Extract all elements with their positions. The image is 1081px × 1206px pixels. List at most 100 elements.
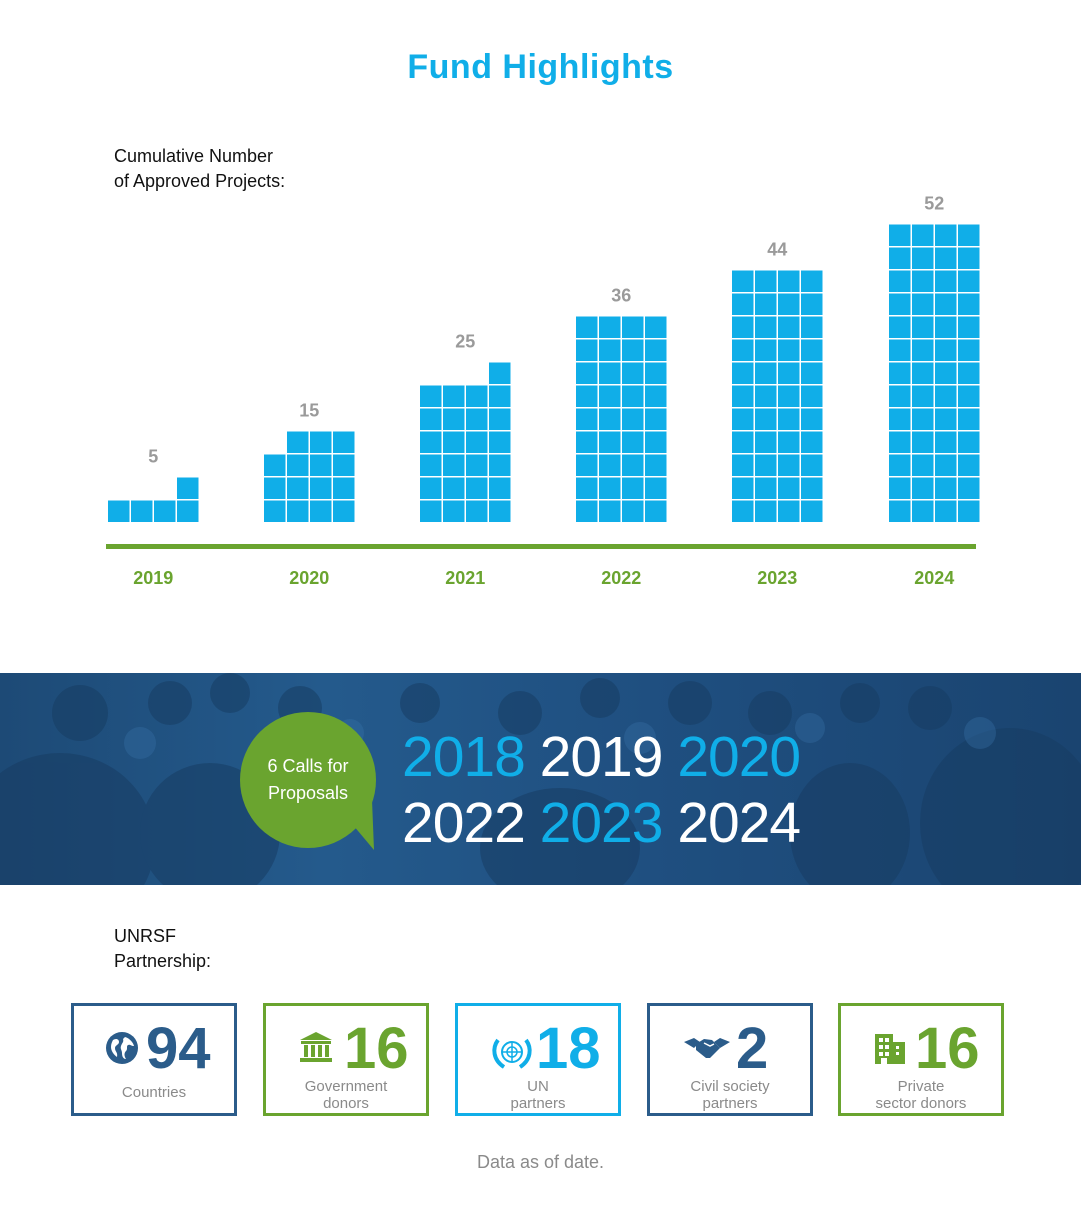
bar-tile bbox=[935, 362, 957, 384]
bar-tile bbox=[622, 477, 644, 499]
bar-tile bbox=[489, 500, 511, 522]
bubble-line2: Proposals bbox=[267, 783, 349, 803]
call-year: 2019 bbox=[539, 725, 664, 789]
stat-label: partners bbox=[702, 1095, 758, 1112]
bar-tile bbox=[778, 500, 800, 522]
bar-tile bbox=[264, 454, 286, 476]
bar-tile bbox=[778, 339, 800, 361]
bar-tile bbox=[889, 224, 911, 246]
bar-tile bbox=[755, 500, 777, 522]
bar-tile bbox=[489, 385, 511, 407]
bar-tile bbox=[912, 224, 934, 246]
bar-tile bbox=[645, 408, 667, 430]
bar-tile bbox=[131, 500, 153, 522]
stat-value: 16 bbox=[344, 1016, 409, 1081]
bar-tile bbox=[466, 454, 488, 476]
bar-tile bbox=[958, 431, 980, 453]
bar-tile bbox=[778, 454, 800, 476]
bar-tile bbox=[801, 293, 823, 315]
bar-tile bbox=[177, 477, 199, 499]
page-title: Fund Highlights bbox=[407, 48, 674, 86]
chart-label-line2: of Approved Projects: bbox=[114, 171, 286, 191]
bar-tile bbox=[912, 362, 934, 384]
bar-tile bbox=[576, 316, 598, 338]
bar-tile bbox=[420, 454, 442, 476]
bar-tile bbox=[912, 408, 934, 430]
bar-tile bbox=[732, 408, 754, 430]
stat-un-partners: 18 UN partners bbox=[455, 1003, 621, 1116]
bar-tile bbox=[889, 339, 911, 361]
bar-tile bbox=[732, 500, 754, 522]
government-building-icon bbox=[300, 1032, 332, 1062]
bar-tile bbox=[801, 408, 823, 430]
call-year: 2023 bbox=[539, 791, 664, 855]
bar-tile bbox=[958, 224, 980, 246]
value-label: 25 bbox=[455, 332, 475, 352]
bar-tile bbox=[576, 339, 598, 361]
bar-tile bbox=[333, 431, 355, 453]
globe-icon bbox=[106, 1032, 138, 1064]
bar-tile bbox=[801, 362, 823, 384]
bar-tile bbox=[778, 431, 800, 453]
bar-tile bbox=[489, 477, 511, 499]
partnership-label-line1: UNRSF bbox=[114, 926, 176, 946]
bar-tile bbox=[264, 477, 286, 499]
stat-label: UN bbox=[527, 1078, 549, 1095]
stat-countries: 94 Countries bbox=[71, 1003, 237, 1116]
partnership-label-line2: Partnership: bbox=[114, 951, 212, 971]
bar-tile bbox=[778, 477, 800, 499]
calls-banner bbox=[0, 673, 1081, 885]
data-footnote: Data as of date. bbox=[476, 1152, 605, 1172]
bar-tile bbox=[645, 316, 667, 338]
bar-tile bbox=[645, 500, 667, 522]
call-year: 2018 bbox=[402, 725, 526, 789]
bar-tile bbox=[801, 500, 823, 522]
call-year: 2022 bbox=[402, 791, 526, 855]
bar-tile bbox=[935, 454, 957, 476]
bar-tile bbox=[576, 408, 598, 430]
category-label: 2019 bbox=[133, 568, 173, 588]
bar-tile bbox=[889, 293, 911, 315]
bar-tile bbox=[645, 362, 667, 384]
bar-tile bbox=[599, 362, 621, 384]
bar-2020 bbox=[264, 431, 355, 522]
value-label: 15 bbox=[299, 401, 319, 421]
bar-tile bbox=[732, 293, 754, 315]
bar-tile bbox=[287, 477, 309, 499]
bar-tile bbox=[154, 500, 176, 522]
bar-tile bbox=[778, 362, 800, 384]
calls-bubble: 6 Calls for Proposals bbox=[240, 712, 376, 848]
bar-tile bbox=[489, 454, 511, 476]
bar-tile bbox=[732, 385, 754, 407]
bar-tile bbox=[333, 477, 355, 499]
stat-private-sector-donors: 16 Private sector donors bbox=[838, 1003, 1004, 1116]
bar-tile bbox=[935, 293, 957, 315]
bar-tile bbox=[333, 454, 355, 476]
bar-tile bbox=[310, 431, 332, 453]
bar-tile bbox=[576, 477, 598, 499]
bar-tile bbox=[108, 500, 130, 522]
bar-tile bbox=[755, 477, 777, 499]
category-label: 2021 bbox=[445, 568, 485, 588]
bar-tile bbox=[755, 316, 777, 338]
chart-label-line1: Cumulative Number bbox=[114, 146, 274, 166]
bar-tile bbox=[287, 431, 309, 453]
bar-tile bbox=[912, 454, 934, 476]
bar-tile bbox=[912, 431, 934, 453]
bar-tile bbox=[420, 431, 442, 453]
bar-tile bbox=[310, 477, 332, 499]
category-label: 2022 bbox=[601, 568, 641, 588]
bar-tile bbox=[889, 500, 911, 522]
bar-tile bbox=[420, 477, 442, 499]
bar-tile bbox=[466, 408, 488, 430]
bar-tile bbox=[912, 385, 934, 407]
approved-projects-chart: 5 2019 15 2020 25 2021 36 2022 44 2023 52 2024 bbox=[106, 194, 980, 588]
stat-label: Civil society bbox=[690, 1078, 770, 1095]
bar-tile bbox=[958, 454, 980, 476]
bar-tile bbox=[420, 385, 442, 407]
bar-tile bbox=[264, 500, 286, 522]
bar-tile bbox=[489, 362, 511, 384]
stat-label: Countries bbox=[121, 1084, 187, 1101]
bar-tile bbox=[576, 431, 598, 453]
bar-tile bbox=[466, 431, 488, 453]
